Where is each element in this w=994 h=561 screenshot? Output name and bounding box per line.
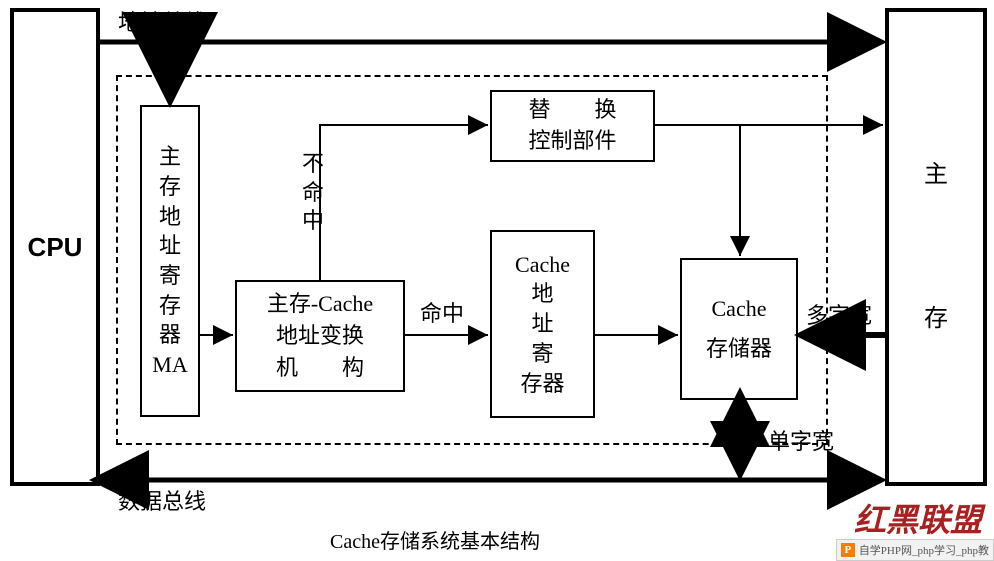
single-word-label: 单字宽 (768, 428, 834, 457)
cache-addr-register-node: Cache地址寄存器 (490, 230, 595, 418)
footer-text: 自学PHP网_php学习_php教 (859, 542, 989, 558)
footer-tag: P 自学PHP网_php学习_php教 (836, 539, 994, 561)
diagram-title: Cache存储系统基本结构 (330, 525, 540, 554)
data-bus-label: 数据总线 (118, 488, 206, 517)
ma-register-label: 主存地址寄存器MA (148, 138, 191, 384)
watermark-text: 红黑联盟 (854, 495, 982, 541)
cache-memory-node: Cache存储器 (680, 258, 798, 400)
addr-translate-label: 主存-Cache地址变换机 构 (267, 288, 373, 384)
cpu-node: CPU (10, 8, 100, 486)
ma-register-node: 主存地址寄存器MA (140, 105, 200, 417)
hit-label: 命中 (420, 300, 464, 329)
cpu-label: CPU (28, 232, 83, 263)
addr-translate-node: 主存-Cache地址变换机 构 (235, 280, 405, 392)
replace-ctrl-label: 替 换控制部件 (528, 95, 616, 157)
replace-ctrl-node: 替 换控制部件 (490, 90, 655, 162)
cache-memory-label: Cache存储器 (706, 289, 772, 368)
multi-word-label: 多字宽 (806, 302, 872, 331)
main-memory-node: 主存 (885, 8, 987, 486)
php-icon: P (841, 543, 855, 557)
addr-bus-label: 地址总线 (118, 9, 206, 38)
cache-addr-register-label: Cache地址寄存器 (515, 250, 570, 398)
miss-label: 不命中 (302, 150, 324, 236)
main-memory-label: 主存 (924, 139, 948, 355)
